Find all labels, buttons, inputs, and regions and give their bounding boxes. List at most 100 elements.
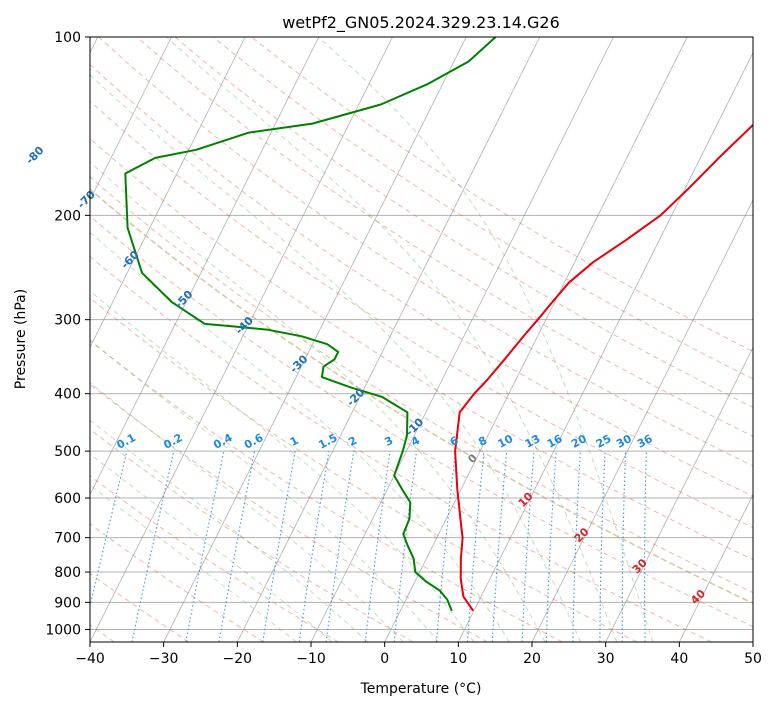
mixing-ratio-line [364, 451, 391, 642]
dry-adiabat [90, 137, 753, 561]
mixing-ratio-line [466, 451, 485, 642]
saturation-curve [90, 188, 753, 605]
x-tick-label: 20 [523, 651, 541, 667]
x-tick-label: −20 [223, 651, 253, 667]
mixing-ratio-label: 2 [346, 434, 359, 449]
mixing-ratio-line [393, 451, 418, 642]
grid-layer [90, 37, 753, 642]
mixing-ratio-line [491, 451, 508, 642]
moist-adiabat [90, 382, 404, 642]
mixing-ratio-line [131, 450, 175, 642]
isotherm-line [90, 37, 246, 349]
isotherm-line [605, 346, 753, 642]
isotherm-line [90, 37, 172, 201]
isotherm-line [457, 51, 753, 642]
isotherm-line [752, 641, 753, 642]
isotherm-line [310, 37, 614, 642]
x-tick-label: 30 [597, 651, 615, 667]
isotherm-label: -80 [23, 144, 46, 167]
mixing-ratio-label: 36 [635, 432, 655, 451]
mixing-ratio-line [325, 451, 355, 642]
mixing-ratio-line [599, 451, 606, 642]
isotherm-line [531, 199, 753, 642]
dry-adiabat [136, 37, 753, 437]
moist-adiabat [166, 37, 618, 642]
dry-adiabat [90, 572, 190, 642]
y-tick-label: 600 [54, 491, 81, 507]
mixing-ratio-label: 30 [614, 432, 634, 451]
x-tick-label: 50 [744, 651, 762, 667]
y-tick-label: 500 [54, 444, 81, 460]
dry-adiabat [251, 37, 753, 353]
mixing-ratio-label: 6 [448, 434, 461, 449]
mixing-ratio-label: 3 [382, 434, 395, 449]
line-labels: 0.10.20.40.611.52346810131620253036-100-… [23, 144, 708, 607]
mixing-ratio-label: 1 [288, 434, 301, 449]
isotherm-label: -50 [172, 288, 195, 311]
dry-adiabat [90, 215, 753, 628]
dry-adiabat [90, 297, 638, 642]
plot-frame [89, 36, 754, 643]
y-tick-label: 800 [54, 565, 81, 581]
isotherm-line [384, 37, 688, 642]
mixing-ratio-label: 25 [594, 432, 614, 451]
x-tick-label: −10 [296, 651, 326, 667]
y-tick-label: 900 [54, 595, 81, 611]
isotherm-label: 0 [465, 451, 480, 466]
moist-adiabat [90, 453, 333, 642]
axes: −40 −30 −20 −10 0 10 20 30 40 5010020030040050060… [45, 30, 762, 667]
mixing-ratio-label: 10 [496, 432, 516, 451]
mixing-ratio-label: 0.2 [161, 431, 184, 452]
background-lines [90, 37, 753, 642]
dry-adiabat [90, 100, 753, 529]
mixing-ratio-line [621, 451, 627, 642]
moist-adiabat [90, 232, 510, 642]
moist-adiabat [90, 74, 582, 642]
isotherm-line [678, 493, 753, 642]
dry-adiabat [90, 176, 753, 594]
mixing-ratio-line [185, 450, 225, 642]
dry-adiabat [174, 37, 753, 408]
profile-lines [124, 37, 753, 612]
moist-adiabat [90, 419, 369, 642]
moist-adiabat [317, 37, 654, 642]
x-tick-label: 40 [670, 651, 688, 667]
dry-adiabat [90, 523, 264, 642]
moist-adiabat [90, 484, 297, 642]
mixing-ratio-line [644, 451, 647, 642]
isotherm-line [236, 37, 541, 642]
x-tick-label: −40 [75, 651, 105, 667]
mixing-ratio-label: 0.6 [242, 431, 266, 452]
mixing-ratio-label: 20 [569, 432, 589, 451]
dry-adiabat [90, 255, 712, 642]
y-tick-label: 300 [54, 313, 81, 329]
mixing-ratio-label: 0.1 [115, 431, 138, 452]
mixing-ratio-line [90, 450, 128, 609]
mixing-ratio-label: 13 [523, 432, 543, 451]
dry-adiabat [90, 383, 488, 642]
y-tick-label: 400 [54, 387, 81, 403]
chart-title: wetPf2_GN05.2024.329.23.14.G26 [282, 13, 560, 33]
x-tick-label: −30 [149, 651, 179, 667]
y-tick-label: 100 [54, 30, 81, 46]
isotherm-line [90, 37, 393, 642]
moist-adiabat [90, 290, 475, 642]
y-tick-label: 1000 [45, 622, 81, 638]
dry-adiabat [90, 63, 753, 497]
x-tick-label: 0 [380, 651, 389, 667]
mixing-ratio-line [435, 451, 456, 642]
moist-adiabat [90, 339, 439, 642]
mixing-ratio-line [298, 451, 330, 642]
y-axis-title: Pressure (hPa) [13, 289, 29, 389]
isotherm-line [90, 37, 320, 496]
isotherm-label: -30 [287, 352, 310, 375]
mixing-ratio-line [218, 450, 256, 642]
moist-adiabat [90, 161, 546, 642]
x-tick-label: 10 [449, 651, 467, 667]
x-axis-title: Temperature (°C) [360, 681, 482, 697]
y-tick-label: 200 [54, 208, 81, 224]
y-tick-label: 700 [54, 531, 81, 547]
dry-adiabat [90, 475, 339, 642]
mixing-ratio-label: 16 [545, 432, 565, 451]
